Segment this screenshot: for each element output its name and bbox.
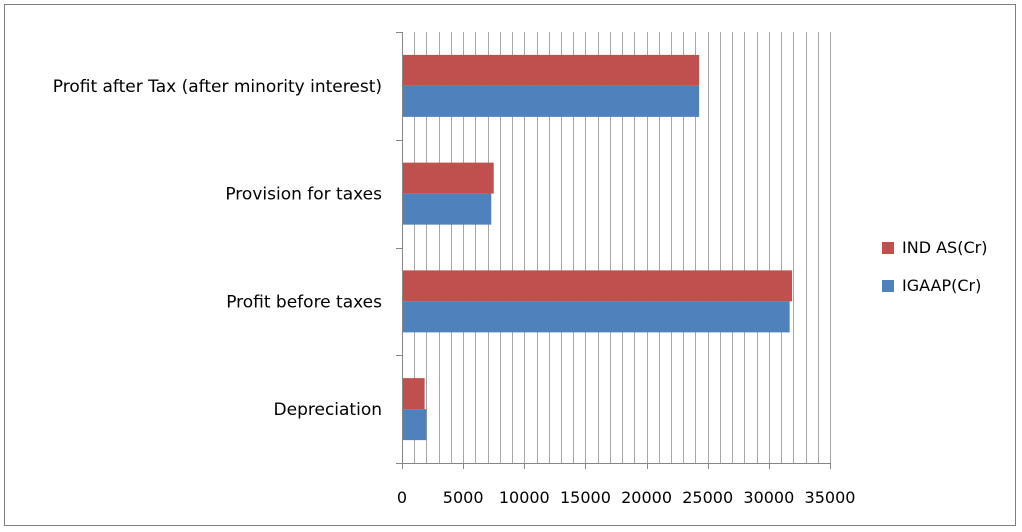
bar-ind-as xyxy=(402,54,700,86)
legend-label: IND AS(Cr) xyxy=(902,238,987,257)
x-tick-label: 15000 xyxy=(560,488,611,507)
axes xyxy=(396,32,831,469)
legend-label: IGAAP(Cr) xyxy=(902,276,981,295)
x-tick-label: 5000 xyxy=(443,488,484,507)
x-tick-label: 10000 xyxy=(499,488,550,507)
legend-swatch xyxy=(882,280,894,292)
x-tick-label: 30000 xyxy=(743,488,794,507)
bar-ind-as xyxy=(402,270,793,302)
category-label: Depreciation xyxy=(274,400,382,420)
x-tick-labels: 0 5000 10000 15000 20000 25000 30000 35000 xyxy=(397,488,856,507)
x-tick-label: 0 xyxy=(397,488,407,507)
bar-ind-as xyxy=(402,378,425,410)
x-tick-label: 25000 xyxy=(682,488,733,507)
bar-igaap xyxy=(402,301,790,333)
bars xyxy=(402,54,793,441)
bar-igaap xyxy=(402,85,700,117)
legend-swatch xyxy=(882,242,894,254)
x-tick-label: 35000 xyxy=(805,488,856,507)
category-label: Profit before taxes xyxy=(226,292,382,312)
legend: IND AS(Cr) IGAAP(Cr) xyxy=(882,238,987,295)
x-tick-label: 20000 xyxy=(621,488,672,507)
category-labels: Depreciation Profit before taxes Provision… xyxy=(53,77,382,420)
bar-igaap xyxy=(402,409,427,441)
bar-igaap xyxy=(402,193,492,225)
bar-ind-as xyxy=(402,162,494,194)
category-label: Profit after Tax (after minority interes… xyxy=(53,77,382,97)
category-label: Provision for taxes xyxy=(225,185,382,205)
